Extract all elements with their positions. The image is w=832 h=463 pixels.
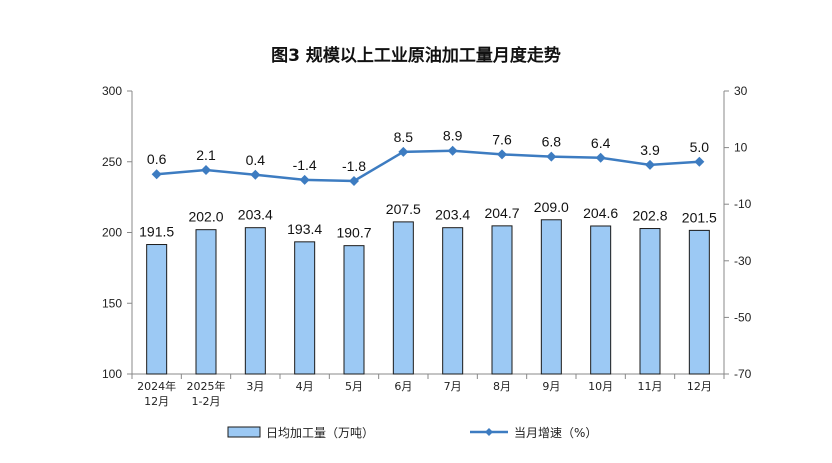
line-point [349, 175, 359, 186]
bar [244, 227, 266, 375]
bar-value-label: 201.5 [682, 209, 717, 225]
x-tick-label: 7月 [444, 380, 462, 393]
bar-value-label: 190.7 [336, 225, 371, 241]
y-left-tick-label: 250 [102, 155, 122, 169]
bar-value-label: 204.7 [484, 205, 519, 221]
legend-line-label: 当月增速（%） [514, 426, 597, 440]
y-right-tick-label: -70 [734, 367, 752, 381]
x-tick-label: 9月 [542, 380, 560, 393]
x-tick-label: 2024年 [137, 379, 176, 393]
x-tick-label: 10月 [588, 380, 613, 393]
x-tick-label: 12月 [144, 395, 169, 408]
bar [540, 219, 562, 375]
line-value-label: 6.8 [542, 134, 562, 150]
y-left-tick-label: 150 [102, 296, 122, 310]
chart-title: 图3 规模以上工业原油加工量月度走势 [271, 45, 561, 66]
y-right-tick-label: -30 [734, 254, 752, 268]
x-tick-label: 4月 [296, 380, 314, 393]
y-right-tick-label: -50 [734, 310, 752, 324]
line-value-label: 6.4 [591, 135, 611, 151]
legend-bar-label: 日均加工量（万吨） [266, 426, 374, 440]
bars [146, 219, 710, 375]
bar-value-label: 207.5 [386, 201, 421, 217]
line-point [694, 156, 705, 167]
line-point [447, 145, 458, 156]
line-value-label: 7.6 [492, 131, 512, 147]
y-right-tick-label: -10 [734, 197, 752, 211]
line-point [546, 151, 557, 162]
x-tick-label: 2025年 [187, 379, 226, 393]
bar-value-label: 193.4 [287, 221, 322, 237]
x-tick-label: 8月 [493, 380, 511, 393]
line-value-label: 8.5 [394, 129, 414, 145]
line-value-label: 3.9 [640, 142, 660, 158]
data-labels: 191.5 202.0 203.4 193.4 190.7 207.5 203.4 204.7… [139, 128, 717, 241]
line-point [201, 164, 211, 175]
y-left-tick-label: 100 [102, 367, 122, 381]
x-tick-label: 3月 [246, 380, 264, 393]
y-left-tick-label: 200 [102, 226, 122, 240]
x-tick-label: 6月 [394, 380, 412, 393]
y-right-tick-label: 30 [734, 84, 748, 98]
bar [688, 229, 710, 375]
line-point [250, 169, 261, 180]
line-point [497, 149, 507, 160]
line-value-label: -1.4 [293, 157, 317, 173]
line-value-label: -1.8 [342, 158, 366, 174]
line-value-label: 0.4 [246, 152, 266, 168]
legend-bar-swatch [227, 426, 261, 438]
line-point [645, 159, 655, 170]
bar [491, 225, 513, 375]
bar [590, 225, 612, 375]
line-value-label: 2.1 [196, 147, 216, 163]
line-series [151, 145, 705, 186]
bar [294, 241, 316, 375]
x-tick-label: 12月 [687, 380, 712, 393]
line-value-label: 8.9 [443, 128, 463, 144]
x-tick-label: 1-2月 [192, 395, 221, 408]
line-value-label: 0.6 [147, 151, 167, 167]
bar [392, 221, 414, 375]
bar [639, 228, 661, 375]
bar-value-label: 204.6 [583, 205, 618, 221]
line-point [151, 169, 162, 180]
line-point [398, 146, 409, 157]
bar-value-label: 203.4 [238, 207, 273, 223]
bar-value-label: 203.4 [435, 207, 470, 223]
bar [343, 245, 365, 375]
bar [146, 244, 168, 375]
legend: 日均加工量（万吨） 当月增速（%） [227, 426, 597, 440]
bar-value-label: 202.0 [188, 209, 223, 225]
bar-value-label: 209.0 [534, 199, 569, 215]
x-tick-label: 5月 [345, 380, 363, 393]
bar-value-label: 202.8 [632, 208, 667, 224]
bar [195, 229, 217, 375]
y-right-tick-label: 10 [734, 141, 748, 155]
y-left-tick-label: 300 [102, 84, 122, 98]
line-point [595, 152, 606, 163]
bar-value-label: 191.5 [139, 224, 174, 240]
x-axis-labels: 2024年 12月 2025年 1-2月 3月 4月 5月 6月 7月 8月 9月 10月 11月 12月 [137, 379, 712, 408]
bar [442, 227, 464, 375]
line-value-label: 5.0 [690, 139, 710, 155]
x-tick-label: 11月 [638, 380, 663, 393]
line-path [156, 149, 700, 183]
legend-line-marker [485, 428, 493, 436]
axes: 100 150 200 250 300 -70 -50 -30 -10 10 30 [102, 84, 752, 381]
line-point [299, 174, 310, 185]
